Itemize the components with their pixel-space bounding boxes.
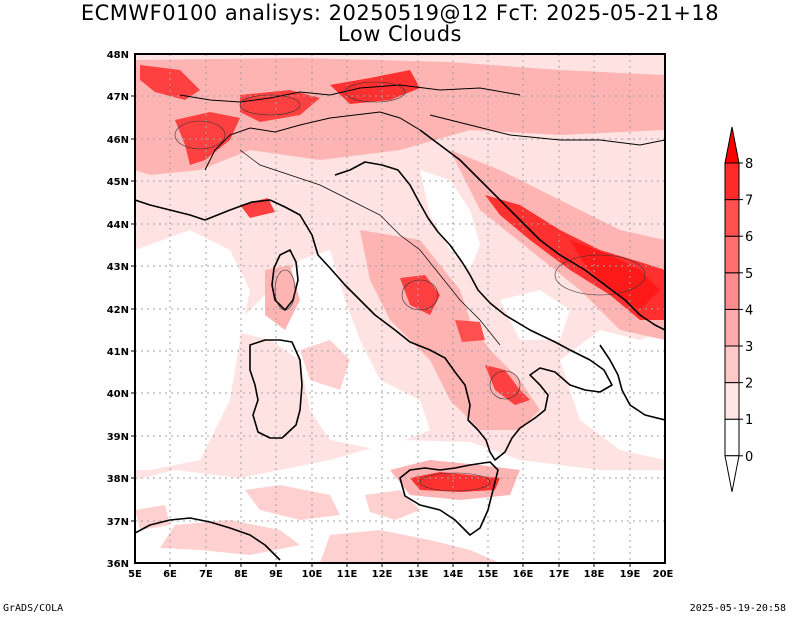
coast-sardinia [249, 339, 303, 439]
lon-label: 7E [199, 569, 213, 580]
map-title: ECMWF0100 analisys: 20250519@12 FcT: 202… [80, 1, 720, 25]
colorbar-label: 1 [745, 413, 753, 428]
lat-label: 48N [107, 50, 129, 61]
map-subtitle: Low Clouds [338, 22, 462, 46]
lat-label: 37N [107, 517, 129, 528]
footer-timestamp: 2025-05-19-20:58 [689, 603, 786, 614]
lat-label: 46N [107, 135, 129, 146]
border-regions [239, 149, 501, 346]
clear-area-ionian [560, 330, 665, 460]
colorbar-label: 6 [745, 230, 753, 245]
cloud-field [135, 58, 665, 563]
cloud-core-sicily [410, 472, 500, 492]
coastlines [135, 129, 665, 561]
colorbar-segment [724, 162, 740, 201]
lon-label: 6E [163, 569, 177, 580]
coast-corsica [271, 249, 299, 311]
clear-area-sardinia-west [135, 230, 250, 470]
colorbar-segment [724, 199, 740, 237]
lon-label: 9E [269, 569, 283, 580]
lat-label: 45N [107, 177, 129, 188]
lon-label: 12E [372, 569, 393, 580]
cloud-core-campania [455, 320, 485, 342]
colorbar-label: 0 [745, 450, 753, 465]
lat-label: 38N [107, 474, 129, 485]
cloud-core-alps-central [240, 90, 320, 122]
footer-software: GrADS/COLA [3, 603, 64, 614]
lon-label: 20E [653, 569, 674, 580]
border-swiss [179, 91, 331, 103]
lat-label: 44N [107, 220, 129, 231]
cloud-patch-south-4 [135, 505, 170, 530]
cloud-core-calabria [485, 365, 530, 405]
clear-area-adriatic [420, 170, 480, 270]
colorbar-segment [724, 272, 740, 310]
cloud-core-abruzzo [400, 275, 440, 315]
lat-label: 41N [107, 347, 129, 358]
cloud-core-dinarides-2 [570, 240, 660, 310]
coast-albania-greece [599, 344, 665, 421]
lat-label: 47N [107, 92, 129, 103]
latitude-labels: 48N 47N 46N 45N 44N 43N 42N 41N 40N 39N … [107, 50, 129, 570]
border-alps [204, 111, 421, 171]
coast-tunisia [135, 517, 281, 561]
colorbar-segment [724, 345, 740, 384]
lon-label: 15E [478, 569, 499, 580]
lon-label: 8E [234, 569, 248, 580]
colorbar-label: 3 [745, 340, 753, 355]
lon-label: 19E [620, 569, 641, 580]
coast-sicily [399, 461, 499, 536]
coast-balkans [419, 129, 665, 331]
coast-france [135, 199, 206, 221]
border-austria [329, 84, 521, 96]
lon-label: 13E [408, 569, 429, 580]
colorbar-segment [724, 418, 740, 457]
longitude-labels: 5E 6E 7E 8E 9E 10E 11E 12E 13E 14E 15E 1… [128, 569, 673, 580]
lon-label: 5E [128, 569, 142, 580]
lon-label: 14E [443, 569, 464, 580]
colorbar-segment [724, 235, 740, 274]
colorbar-label: 8 [745, 157, 753, 172]
lat-label: 36N [107, 559, 129, 570]
lat-label: 43N [107, 262, 129, 273]
cloud-patch-sea-pink [300, 340, 350, 390]
colorbar: 0 1 2 3 4 5 6 7 8 [724, 126, 753, 492]
cloud-zone-alps-mid [135, 58, 665, 175]
lat-label: 40N [107, 389, 129, 400]
lat-lon-grid [135, 54, 665, 563]
colorbar-top-arrow [724, 126, 740, 164]
clear-area-south-adriatic [500, 290, 570, 340]
lon-label: 16E [513, 569, 534, 580]
cloud-patch-south-2 [160, 520, 300, 555]
lon-label: 17E [549, 569, 570, 580]
border-balkans-inner [429, 114, 665, 146]
lon-label: 10E [302, 569, 323, 580]
lon-label: 18E [584, 569, 605, 580]
cloud-core-alps-north [140, 65, 200, 100]
colorbar-label: 4 [745, 303, 753, 318]
axis-ticks [131, 95, 631, 567]
lat-label: 42N [107, 305, 129, 316]
colorbar-bottom-arrow [724, 455, 740, 492]
lat-label: 39N [107, 432, 129, 443]
cloud-patch-south-1 [245, 485, 340, 520]
contour-lines [174, 81, 646, 492]
country-borders [179, 84, 665, 346]
colorbar-label: 2 [745, 377, 753, 392]
colorbar-label: 7 [745, 194, 753, 209]
lon-label: 11E [337, 569, 358, 580]
colorbar-segment [724, 308, 740, 347]
colorbar-segment [724, 382, 740, 420]
cloud-zone-corsica-mid [265, 265, 300, 330]
colorbar-label: 5 [745, 267, 753, 282]
coast-ligurian-tyrrhenian [204, 161, 613, 461]
cloud-patch-south-3 [320, 530, 500, 563]
